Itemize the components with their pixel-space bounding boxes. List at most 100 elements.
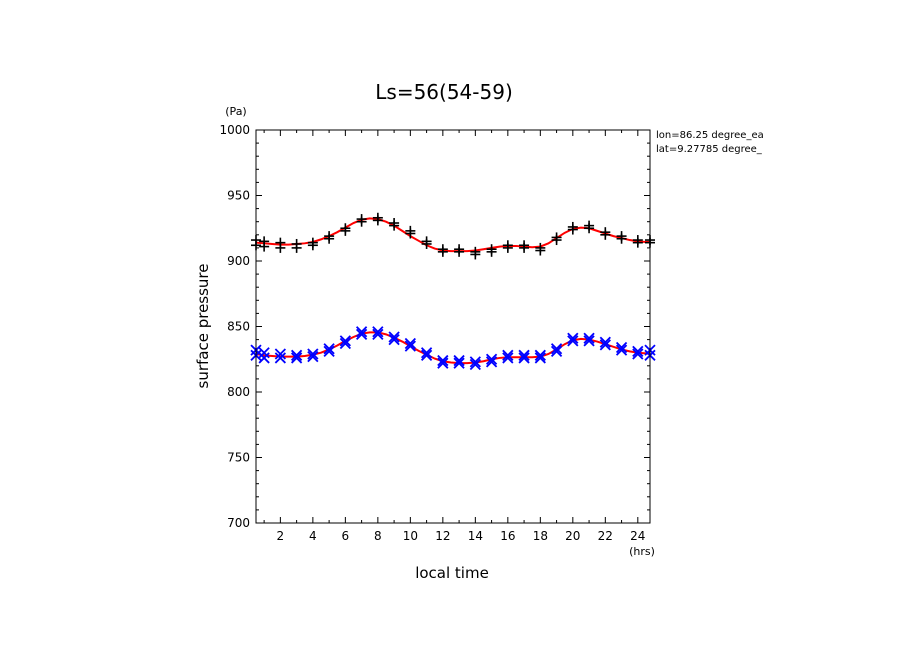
- observation-x-marker: [355, 326, 368, 338]
- observation-x-marker: [567, 332, 579, 344]
- marker-stroke: [518, 349, 530, 361]
- marker-stroke: [339, 335, 351, 347]
- observation-x-marker: [388, 331, 400, 343]
- marker-stroke: [355, 326, 368, 338]
- observation-x-marker: [355, 328, 368, 340]
- observation-x-marker: [534, 349, 546, 361]
- marker-stroke: [388, 331, 400, 343]
- marker-stroke: [290, 349, 303, 361]
- observation-x-marker: [632, 348, 644, 360]
- observation-plus-marker: [421, 238, 432, 249]
- marker-stroke: [323, 343, 335, 355]
- x-tick-label: 24: [630, 529, 645, 543]
- marker-stroke: [404, 337, 416, 350]
- plot-marks: [250, 212, 656, 371]
- observation-plus-marker: [275, 242, 286, 253]
- marker-stroke: [518, 352, 530, 364]
- observation-plus-marker: [405, 228, 416, 239]
- observation-x-marker: [372, 326, 384, 338]
- observation-plus-marker: [632, 237, 643, 248]
- marker-stroke: [632, 348, 644, 360]
- observation-x-marker: [518, 349, 530, 361]
- fit-curve-line: [255, 217, 650, 253]
- marker-stroke: [453, 357, 465, 369]
- y-unit-label: (Pa): [225, 105, 246, 118]
- observation-x-marker: [485, 353, 498, 365]
- marker-stroke: [615, 341, 628, 354]
- marker-stroke: [632, 345, 644, 358]
- observation-x-marker: [502, 352, 514, 364]
- marker-stroke: [469, 356, 481, 368]
- marker-stroke: [274, 348, 287, 360]
- marker-stroke: [534, 352, 546, 364]
- y-tick-label: 950: [227, 189, 250, 203]
- annotation-lat: lat=9.27785 degree_: [656, 144, 763, 155]
- observation-x-marker: [307, 350, 319, 363]
- observation-x-marker: [339, 337, 351, 350]
- observation-x-marker: [615, 344, 628, 356]
- observation-x-marker: [485, 356, 498, 368]
- observation-x-marker: [534, 352, 546, 364]
- observation-plus-marker: [519, 242, 530, 253]
- marker-stroke: [567, 335, 579, 347]
- marker-stroke: [615, 344, 628, 356]
- marker-stroke: [388, 333, 400, 346]
- marker-stroke: [437, 357, 449, 369]
- observation-x-marker: [307, 348, 319, 360]
- marker-stroke: [534, 349, 546, 361]
- observation-plus-marker: [616, 233, 627, 244]
- observation-x-marker: [323, 343, 335, 355]
- marker-stroke: [420, 347, 433, 359]
- y-tick-label: 850: [227, 320, 250, 334]
- y-axis-label: surface pressure: [194, 264, 212, 389]
- observation-x-marker: [420, 349, 433, 361]
- observation-plus-marker: [340, 225, 351, 236]
- observation-x-marker: [567, 335, 579, 347]
- observation-x-marker: [437, 354, 449, 367]
- marker-stroke: [323, 345, 335, 358]
- observation-x-marker: [290, 352, 303, 364]
- plot-frame: [255, 129, 651, 524]
- marker-stroke: [307, 350, 319, 363]
- axes: 2 4 6 8 10 12 14 16 18 20 22 2470075080085090095010…: [219, 123, 650, 543]
- x-tick-label: 6: [342, 529, 350, 543]
- y-tick-label: 750: [227, 451, 250, 465]
- x-axis-label: local time: [415, 564, 489, 582]
- chart-title: Ls=56(54-59): [375, 80, 513, 104]
- y-tick-label: 800: [227, 385, 250, 399]
- marker-stroke: [372, 328, 384, 340]
- x-tick-label: 22: [598, 529, 613, 543]
- marker-stroke: [550, 345, 563, 358]
- marker-stroke: [583, 335, 595, 347]
- observation-x-marker: [437, 357, 449, 369]
- marker-stroke: [599, 336, 611, 348]
- observation-x-marker: [550, 345, 563, 358]
- observation-plus-marker: [551, 235, 562, 246]
- observation-plus-marker: [437, 246, 448, 257]
- observation-x-marker: [632, 345, 644, 358]
- x-tick-label: 14: [468, 529, 483, 543]
- marker-stroke: [567, 332, 579, 344]
- observation-plus-marker: [502, 242, 513, 253]
- marker-stroke: [372, 326, 384, 338]
- observation-plus-marker: [356, 216, 367, 227]
- marker-stroke: [420, 349, 433, 361]
- y-tick-label: 1000: [219, 123, 250, 137]
- marker-stroke: [485, 356, 498, 368]
- observation-plus-marker: [600, 229, 611, 240]
- x-tick-label: 20: [565, 529, 580, 543]
- observation-x-marker: [323, 345, 335, 358]
- observation-x-marker: [453, 354, 465, 367]
- marker-stroke: [258, 352, 270, 364]
- observation-x-marker: [615, 341, 628, 354]
- marker-stroke: [485, 353, 498, 365]
- x-tick-label: 12: [435, 529, 450, 543]
- marker-stroke: [437, 354, 449, 367]
- observation-plus-marker: [307, 240, 318, 251]
- observation-x-marker: [274, 352, 287, 364]
- observation-x-marker: [404, 337, 416, 350]
- marker-stroke: [583, 332, 595, 344]
- y-tick-label: 900: [227, 254, 250, 268]
- observation-plus-marker: [535, 245, 546, 256]
